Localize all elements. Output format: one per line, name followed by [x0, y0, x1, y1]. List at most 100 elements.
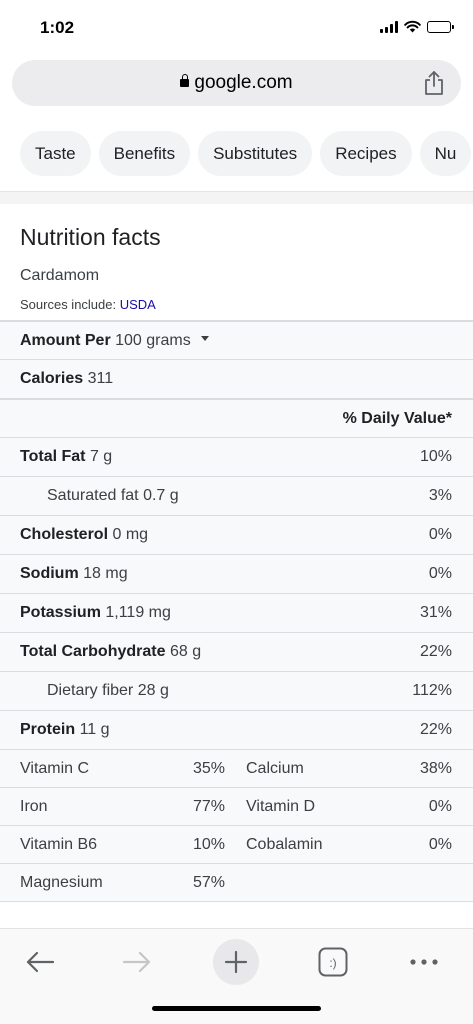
vitamin-row: Vitamin B6 10% Cobalamin 0% [0, 825, 473, 863]
section-divider [0, 192, 473, 204]
vitamin-row: Magnesium 57% [0, 863, 473, 901]
vitamin-name: Calcium [246, 760, 304, 777]
nutrient-daily-value: 22% [419, 643, 452, 660]
food-name: Cardamom [20, 267, 100, 284]
tabs-glyph: :) [329, 956, 336, 970]
dropdown-arrow-icon[interactable] [200, 336, 209, 342]
nutrient-row: Cholesterol 0 mg 0% [0, 515, 473, 554]
nutrient-amount: 7 g [89, 448, 113, 465]
amount-value: 100 grams [115, 332, 191, 349]
nutrient-row: Potassium 1,119 mg 31% [0, 593, 473, 632]
vitamin-row: Vitamin C 35% Calcium 38% [0, 749, 473, 787]
chip-nutrition[interactable]: Nu [419, 131, 472, 176]
more-options-button[interactable] [401, 939, 447, 985]
topic-chip-row: Taste Benefits Substitutes Recipes Nu [0, 118, 473, 192]
nutrient-row: Total Fat 7 g 10% [0, 437, 473, 476]
vitamin-daily-value: 0% [428, 836, 452, 853]
amount-label: Amount Per [20, 332, 111, 349]
topic-chips: Taste Benefits Substitutes Recipes Nu [20, 131, 472, 176]
usda-link[interactable]: USDA [119, 297, 156, 312]
nutrient-amount: 18 mg [83, 565, 128, 582]
nutrient-label: Potassium [20, 604, 101, 621]
nutrient-amount: 0.7 g [143, 487, 179, 504]
nutrient-label: Total Carbohydrate [20, 643, 166, 660]
nutrient-daily-value: 0% [428, 526, 452, 543]
tabs-icon: :) [318, 947, 348, 977]
vitamin-daily-value: 0% [428, 798, 452, 815]
vitamin-rows: Vitamin C 35% Calcium 38% Iron 77% Vitamin D 0%… [0, 749, 473, 901]
nutrient-row: Dietary fiber 28 g 112% [0, 671, 473, 710]
card-title: Nutrition facts [20, 224, 161, 250]
nutrient-amount: 11 g [79, 721, 110, 738]
chip-recipes[interactable]: Recipes [320, 131, 412, 176]
vitamin-daily-value: 77% [192, 798, 225, 815]
amount-per-row[interactable]: Amount Per 100 grams [0, 320, 473, 359]
daily-value-header-row: % Daily Value* [0, 398, 473, 437]
sources-prefix: Sources include: [20, 297, 120, 312]
forward-arrow-icon [122, 951, 151, 973]
nutrient-amount: 1,119 mg [105, 604, 171, 621]
vitamin-name: Iron [20, 798, 48, 815]
nutrient-daily-value: 10% [419, 448, 452, 465]
chip-substitutes[interactable]: Substitutes [198, 131, 313, 176]
status-icons [380, 20, 454, 33]
home-indicator [152, 1006, 321, 1011]
vitamin-name: Magnesium [20, 874, 103, 891]
tab-switcher-button[interactable]: :) [310, 939, 356, 985]
nutrient-daily-value: 22% [419, 721, 452, 738]
nutrient-label: Sodium [20, 565, 79, 582]
vitamin-daily-value: 38% [419, 760, 452, 777]
nutrient-row: Sodium 18 mg 0% [0, 554, 473, 593]
lock-icon [180, 74, 190, 87]
nutrition-table: Amount Per 100 grams Calories 311 % Dail… [0, 320, 473, 902]
forward-button[interactable] [114, 939, 160, 985]
chip-benefits[interactable]: Benefits [98, 131, 191, 176]
chip-taste[interactable]: Taste [20, 131, 91, 176]
nutrient-amount: 0 mg [112, 526, 149, 543]
cellular-signal-icon [380, 20, 398, 33]
nutrient-label: Dietary fiber [47, 682, 134, 699]
url-domain: google.com [194, 72, 293, 93]
new-tab-button[interactable] [213, 939, 259, 985]
nutrient-amount: 28 g [137, 682, 169, 699]
nutrient-rows: Total Fat 7 g 10% Saturated fat 0.7 g 3% Cho… [0, 437, 473, 749]
nutrient-label: Protein [20, 721, 76, 738]
vitamin-row: Iron 77% Vitamin D 0% [0, 787, 473, 825]
nutrient-row: Protein 11 g 22% [0, 710, 473, 749]
vitamin-daily-value: 35% [192, 760, 225, 777]
plus-icon [224, 950, 248, 974]
vitamin-name: Vitamin B6 [20, 836, 98, 853]
status-bar: 1:02 [0, 0, 473, 56]
share-icon[interactable] [423, 70, 445, 96]
sources-line: Sources include: USDA [20, 297, 156, 312]
vitamin-name: Vitamin C [20, 760, 90, 777]
nutrient-row: Total Carbohydrate 68 g 22% [0, 632, 473, 671]
amount-per-selector[interactable]: Amount Per 100 grams [20, 322, 209, 360]
daily-value-header: % Daily Value* [342, 410, 452, 427]
nutrient-label: Saturated fat [47, 487, 139, 504]
calories-row: Calories 311 [0, 359, 473, 398]
nutrient-daily-value: 112% [412, 682, 452, 699]
nutrient-daily-value: 31% [419, 604, 452, 621]
vitamin-name: Vitamin D [246, 798, 316, 815]
bottom-toolbar: :) [0, 928, 473, 1024]
nutrient-amount: 68 g [169, 643, 202, 660]
calories-label: Calories [20, 370, 84, 387]
status-time: 1:02 [40, 18, 75, 37]
table-end-divider [0, 901, 473, 902]
vitamin-name: Cobalamin [246, 836, 323, 853]
back-arrow-icon [26, 951, 55, 973]
nutrient-label: Total Fat [20, 448, 86, 465]
url-bar[interactable]: google.com [12, 60, 461, 106]
vitamin-daily-value: 10% [192, 836, 225, 853]
calories-value: 311 [87, 370, 114, 387]
wifi-icon [404, 20, 421, 33]
nutrient-daily-value: 0% [428, 565, 452, 582]
back-button[interactable] [17, 939, 63, 985]
vitamin-daily-value: 57% [192, 874, 225, 891]
nutrient-label: Cholesterol [20, 526, 109, 543]
url-display[interactable]: google.com [12, 72, 461, 94]
more-icon [410, 959, 438, 965]
nutrient-row: Saturated fat 0.7 g 3% [0, 476, 473, 515]
battery-icon [427, 20, 454, 33]
